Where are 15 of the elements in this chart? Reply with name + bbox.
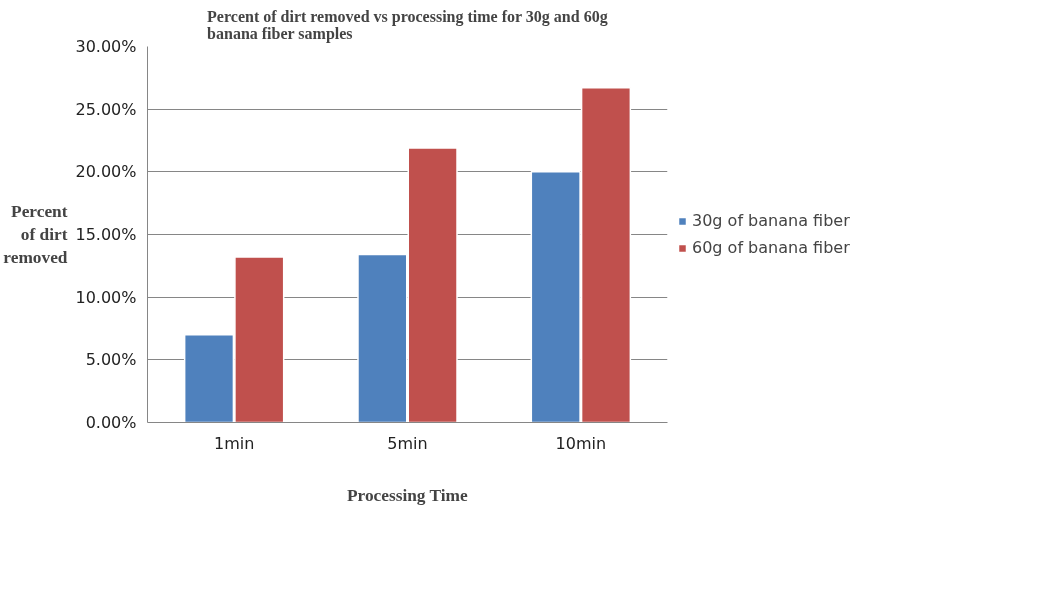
x-tick-label: 10min	[555, 433, 607, 453]
y-tick-label: 20.00%	[75, 162, 137, 182]
legend-label: 60g of banana fiber	[692, 238, 850, 257]
y-tick-label: 15.00%	[75, 225, 137, 244]
x-tick-label: 1min	[213, 433, 255, 453]
chart-title: Percent of dirt removed vs processing time for 30g and 60g banana fiber samples	[207, 7, 608, 43]
x-tick-label: 5min	[387, 433, 428, 453]
y-tick-label: 30.00%	[75, 37, 137, 56]
y-tick-label: 25.00%	[75, 99, 137, 119]
legend-label: 30g of banana fiber	[692, 211, 850, 230]
y-axis-title: Percent of dirt removed	[3, 202, 68, 267]
x-axis-title: Processing Time	[346, 485, 469, 505]
y-tick-label: 5.00%	[85, 350, 137, 370]
y-tick-label: 10.00%	[75, 287, 137, 307]
y-tick-label: 0.00%	[85, 413, 137, 432]
